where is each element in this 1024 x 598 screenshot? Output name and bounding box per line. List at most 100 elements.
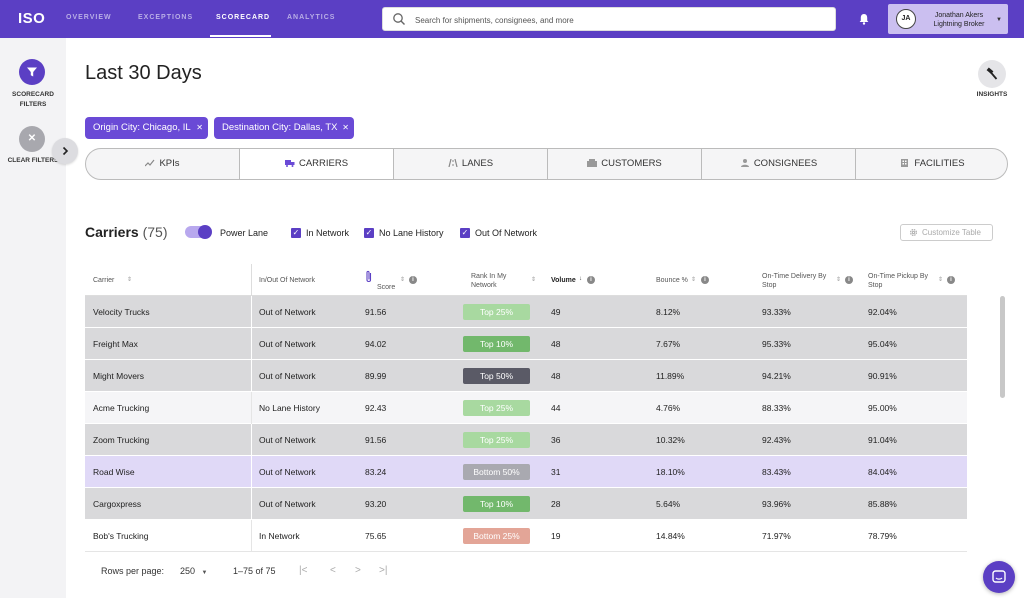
- carrier-name[interactable]: Road Wise: [93, 467, 135, 477]
- carrier-name[interactable]: Cargoxpress: [93, 499, 142, 509]
- page-range: 1–75 of 75: [233, 566, 276, 576]
- info-icon[interactable]: i: [409, 276, 417, 284]
- carrier-name[interactable]: Acme Trucking: [93, 403, 150, 413]
- rank-badge: Top 25%: [463, 304, 530, 320]
- chat-icon: [992, 570, 1006, 583]
- chevron-down-icon: ▼: [996, 17, 1002, 23]
- last-page-icon[interactable]: >|: [379, 565, 388, 576]
- no-lane-history-label: No Lane History: [379, 228, 444, 238]
- header-bounce[interactable]: Bounce % ⇕ i: [656, 264, 746, 296]
- filter-chip-label: Origin City: Chicago, IL: [93, 122, 191, 133]
- filter-chip-origin[interactable]: Origin City: Chicago, IL ✕: [85, 117, 208, 139]
- score: 75.65: [365, 531, 387, 541]
- table-row[interactable]: Cargoxpress Out of Network 93.20 Top 10%…: [85, 488, 967, 520]
- nav-scorecard[interactable]: SCORECARD: [216, 14, 271, 21]
- search-input[interactable]: [415, 12, 825, 28]
- table-row[interactable]: Freight Max Out of Network 94.02 Top 10%…: [85, 328, 967, 360]
- search-icon: [393, 13, 405, 25]
- clear-filters-button[interactable]: ✕: [19, 126, 45, 152]
- bounce: 7.67%: [656, 339, 681, 349]
- user-company: Lightning Broker: [933, 21, 985, 28]
- carrier-name[interactable]: Bob's Trucking: [93, 531, 149, 541]
- info-icon[interactable]: i: [947, 276, 955, 284]
- pagination: Rows per page: 250 ▼ 1–75 of 75 |< < > >…: [85, 552, 967, 592]
- expand-sidebar-button[interactable]: [52, 138, 78, 164]
- carrier-name[interactable]: Zoom Trucking: [93, 435, 150, 445]
- previous-page-icon[interactable]: <: [330, 565, 336, 576]
- user-menu[interactable]: JA Jonathan Akers Lightning Broker ▼: [888, 4, 1008, 34]
- rank-badge: Top 10%: [463, 496, 530, 512]
- power-lane-toggle[interactable]: [185, 225, 212, 239]
- no-lane-history-checkbox[interactable]: ✓: [364, 228, 374, 238]
- sort-icon: ⇕: [400, 277, 406, 283]
- table-row[interactable]: Velocity Trucks Out of Network 91.56 Top…: [85, 296, 967, 328]
- out-of-network-checkbox[interactable]: ✓: [460, 228, 470, 238]
- header-otd[interactable]: On-Time Delivery By Stop ⇕ i: [762, 264, 862, 296]
- scorecard-filters-label: SCORECARD FILTERS: [12, 91, 54, 108]
- score: 91.56: [365, 307, 387, 317]
- rank-badge: Bottom 50%: [463, 464, 530, 480]
- tab-customers[interactable]: CUSTOMERS: [548, 149, 702, 179]
- rows-per-page-select[interactable]: 250 ▼: [180, 566, 208, 576]
- volume: 19: [551, 531, 561, 541]
- volume: 49: [551, 307, 561, 317]
- tab-kpis[interactable]: KPIs: [86, 149, 240, 179]
- on-time-pickup: 84.04%: [868, 467, 897, 477]
- header-carrier[interactable]: Carrier ⇕: [93, 277, 133, 284]
- column-divider: [251, 296, 252, 328]
- header-volume[interactable]: Volume ↓ i: [551, 264, 631, 296]
- first-page-icon[interactable]: |<: [299, 565, 308, 576]
- search-bar[interactable]: [382, 7, 836, 31]
- tab-consignees[interactable]: CONSIGNEES: [702, 149, 856, 179]
- bell-icon[interactable]: [857, 12, 871, 26]
- header-rank[interactable]: Rank In My Network ⇕: [471, 273, 537, 289]
- bounce: 4.76%: [656, 403, 681, 413]
- network-status: Out of Network: [259, 371, 316, 381]
- table-row[interactable]: Road Wise Out of Network 83.24 Bottom 50…: [85, 456, 967, 488]
- table-row[interactable]: Might Movers Out of Network 89.99 Top 50…: [85, 360, 967, 392]
- column-divider: [251, 264, 252, 296]
- score: 91.56: [365, 435, 387, 445]
- network-status: In Network: [259, 531, 300, 541]
- carrier-name[interactable]: Might Movers: [93, 371, 145, 381]
- bounce: 14.84%: [656, 531, 685, 541]
- sort-icon: ⇕: [836, 277, 842, 283]
- info-icon[interactable]: i: [701, 276, 709, 284]
- truck-icon: [284, 160, 295, 167]
- close-icon[interactable]: ✕: [196, 123, 203, 132]
- in-network-checkbox[interactable]: ✓: [291, 228, 301, 238]
- volume: 48: [551, 371, 561, 381]
- on-time-delivery: 92.43%: [762, 435, 791, 445]
- info-icon[interactable]: i: [587, 276, 595, 284]
- hammer-icon: [986, 67, 998, 80]
- on-time-pickup: 85.88%: [868, 499, 897, 509]
- logo[interactable]: ISO: [18, 10, 46, 27]
- header-score[interactable]: Score ⇕ i: [365, 264, 455, 296]
- carrier-name[interactable]: Velocity Trucks: [93, 307, 150, 317]
- tab-carriers[interactable]: CARRIERS: [240, 149, 394, 179]
- nav-overview[interactable]: OVERVIEW: [66, 14, 112, 21]
- rows-per-page-label: Rows per page:: [101, 566, 165, 576]
- on-time-delivery: 93.33%: [762, 307, 791, 317]
- table-scrollbar[interactable]: [1000, 296, 1005, 398]
- tab-lanes[interactable]: LANES: [394, 149, 548, 179]
- close-icon: ✕: [27, 133, 37, 144]
- table-row[interactable]: Acme Trucking No Lane History 92.43 Top …: [85, 392, 967, 424]
- tab-facilities[interactable]: FACILITIES: [856, 149, 1007, 179]
- bounce: 10.32%: [656, 435, 685, 445]
- insights-button[interactable]: [978, 60, 1006, 88]
- header-otp[interactable]: On-Time Pickup By Stop ⇕ i: [868, 264, 967, 296]
- chat-button[interactable]: [983, 561, 1015, 593]
- nav-analytics[interactable]: ANALYTICS: [287, 14, 336, 21]
- filter-chip-destination[interactable]: Destination City: Dallas, TX ✕: [214, 117, 354, 139]
- info-icon[interactable]: i: [845, 276, 853, 284]
- scorecard-filters-button[interactable]: [19, 59, 45, 85]
- nav-exceptions[interactable]: EXCEPTIONS: [138, 14, 194, 21]
- table-row[interactable]: Bob's Trucking In Network 75.65 Bottom 2…: [85, 520, 967, 552]
- header-network[interactable]: In/Out Of Network: [259, 277, 316, 284]
- next-page-icon[interactable]: >: [355, 565, 361, 576]
- close-icon[interactable]: ✕: [342, 123, 349, 132]
- carrier-name[interactable]: Freight Max: [93, 339, 138, 349]
- customize-table-button[interactable]: Customize Table: [900, 224, 993, 241]
- table-row[interactable]: Zoom Trucking Out of Network 91.56 Top 2…: [85, 424, 967, 456]
